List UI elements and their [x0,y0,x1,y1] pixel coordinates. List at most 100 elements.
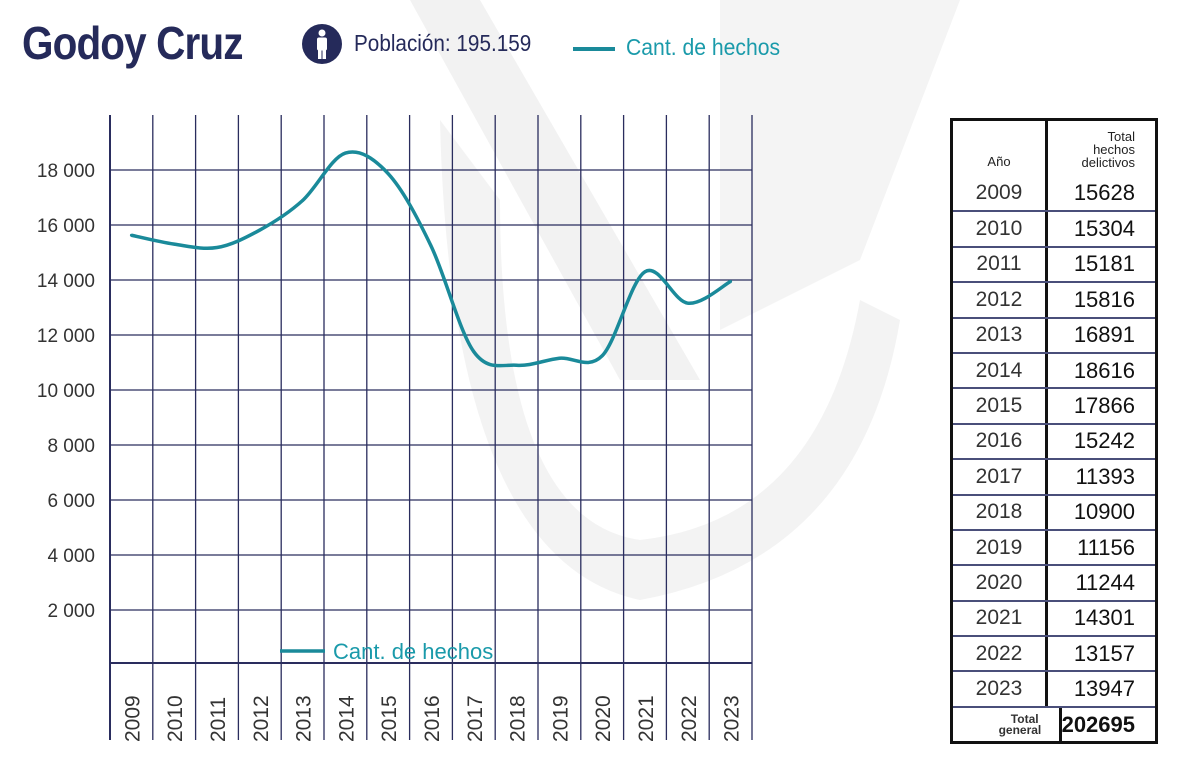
y-tick-label: 12 000 [37,326,95,347]
x-tick-label: 2011 [207,697,230,742]
year-cell: 2009 [953,175,1048,211]
year-cell: 2021 [953,601,1048,636]
line-chart: 2 000 4 000 6 000 8 000 10 000 12 000 14 000 16… [37,115,753,742]
table-row: 2023 13947 [953,670,1155,706]
data-points [129,151,733,367]
data-point [515,363,519,367]
y-tick-label: 18 000 [37,161,95,182]
table-row: 2022 13157 [953,635,1155,671]
x-tick-label: 2017 [464,695,487,742]
data-point [429,244,433,248]
value-cell: 15304 [1073,216,1135,242]
year-cell: 2022 [953,637,1048,671]
chart-grid [109,115,753,740]
value-cell: 18616 [1073,357,1135,383]
col-header-total: Total hechos delictivos [1081,129,1135,170]
value-cell: 15816 [1073,286,1135,312]
value-cell: 15242 [1073,428,1135,454]
table-row: 2016 15242 [953,422,1155,459]
year-cell: 2012 [953,283,1048,317]
x-tick-label: 2013 [293,695,316,742]
data-point [686,301,690,305]
legend-label: Cant. de hechos [333,639,493,664]
x-tick-label: 2019 [549,695,572,742]
table-row: 2012 15816 [953,281,1155,317]
x-tick-label: 2020 [592,695,615,742]
data-point [258,228,262,232]
value-cell: 13947 [1073,676,1135,702]
data-point [386,172,390,176]
x-tick-label: 2018 [507,695,530,742]
total-label: Total general [953,707,1062,742]
y-tick-label: 8 000 [47,436,95,457]
value-cell: 16891 [1073,322,1135,348]
year-cell: 2015 [953,389,1048,423]
value-cell: 15628 [1073,179,1135,205]
table-row: 2015 17866 [953,387,1155,423]
population-label: Población: 195.159 [354,30,532,56]
person-icon [302,24,342,64]
table-row: 2019 11156 [953,528,1155,565]
y-tick-labels: 2 000 4 000 6 000 8 000 10 000 12 000 14 000 16… [37,161,95,622]
page-title: Godoy Cruz [22,17,243,69]
x-tick-label: 2012 [250,695,273,742]
table-header-row: Año Total hechos delictivos [953,121,1155,175]
table-row: 2011 15181 [953,245,1155,282]
data-point [215,246,219,250]
year-cell: 2018 [953,495,1048,529]
data-point [172,242,176,246]
value-cell: 10900 [1073,499,1135,525]
table-row: 2010 15304 [953,210,1155,246]
table-row: 2020 11244 [953,564,1155,600]
year-cell: 2016 [953,424,1048,459]
value-cell: 11156 [1077,534,1135,560]
value-cell: 15181 [1073,251,1135,277]
x-tick-label: 2009 [121,695,144,742]
year-cell: 2011 [953,247,1048,282]
table-row: 2017 11393 [953,458,1155,494]
year-cell: 2017 [953,460,1048,494]
y-tick-label: 4 000 [47,546,95,567]
data-table: Año Total hechos delictivos 2009 15628 201… [950,118,1158,745]
table-row: 2021 14301 [953,599,1155,636]
x-tick-label: 2014 [335,695,358,742]
data-point [643,270,647,274]
value-cell: 17866 [1073,393,1135,419]
x-tick-label: 2022 [678,695,701,742]
y-tick-label: 10 000 [37,381,95,402]
table-total-row: Total general 202695 [953,705,1155,742]
year-cell: 2023 [953,672,1048,706]
year-cell: 2013 [953,318,1048,352]
data-point [301,198,305,202]
year-cell: 2010 [953,212,1048,246]
y-tick-label: 14 000 [37,271,95,292]
data-point [472,350,476,354]
total-value: 202695 [1061,711,1135,737]
series-line [131,150,732,368]
y-tick-label: 2 000 [47,601,95,622]
table-row: 2018 10900 [953,493,1155,529]
legend-line-swatch [573,47,615,51]
data-point [557,356,561,360]
data-point [343,151,347,155]
value-cell: 11244 [1075,569,1135,595]
y-tick-label: 6 000 [47,491,95,512]
data-point [129,233,133,237]
x-tick-label: 2010 [164,695,187,742]
year-cell: 2020 [953,566,1048,600]
table-row: 2014 18616 [953,351,1155,388]
year-cell: 2019 [953,530,1048,565]
x-tick-label: 2021 [635,695,658,742]
data-point [600,354,604,358]
y-tick-label: 16 000 [37,216,95,237]
year-cell: 2014 [953,353,1048,388]
header-legend-label: Cant. de hechos [626,34,781,60]
value-cell: 13157 [1073,640,1135,666]
table-row: 2009 15628 [953,175,1155,211]
value-cell: 11393 [1075,463,1135,489]
x-tick-label: 2015 [378,695,401,742]
col-header-year: Año [953,121,1048,175]
table-row: 2013 16891 [953,316,1155,352]
